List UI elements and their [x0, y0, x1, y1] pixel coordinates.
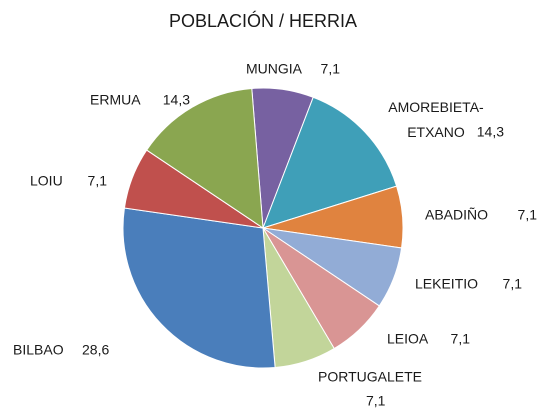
slice-label: LOIU — [30, 173, 63, 189]
slice-label: BILBAO — [13, 342, 64, 358]
value-label: 7,1 — [321, 61, 341, 77]
value-label: 7,1 — [503, 276, 523, 292]
value-label: 28,6 — [82, 342, 109, 358]
value-label: 14,3 — [163, 92, 190, 108]
chart-title: POBLACIÓN / HERRIA — [169, 10, 357, 31]
slice-label: ABADIÑO — [425, 207, 488, 223]
slice-label: PORTUGALETE — [318, 369, 422, 385]
value-label: 7,1 — [88, 173, 108, 189]
slice-label-box: AMOREBIETA-ETXANO — [388, 99, 484, 140]
slice-label: LEIOA — [387, 331, 429, 347]
value-label: 7,1 — [366, 393, 386, 409]
slice-label: MUNGIA — [246, 61, 303, 77]
pie-slice — [262, 96, 398, 229]
pie-slice — [122, 207, 276, 369]
slice-label: LEKEITIO — [415, 276, 478, 292]
value-label: 14,3 — [477, 124, 504, 140]
slice-label: AMOREBIETA-ETXANO — [388, 99, 484, 140]
value-label: 7,1 — [451, 331, 471, 347]
value-label: 7,1 — [518, 207, 538, 223]
pie-slice — [145, 87, 264, 229]
slice-label: ERMUA — [90, 92, 141, 108]
